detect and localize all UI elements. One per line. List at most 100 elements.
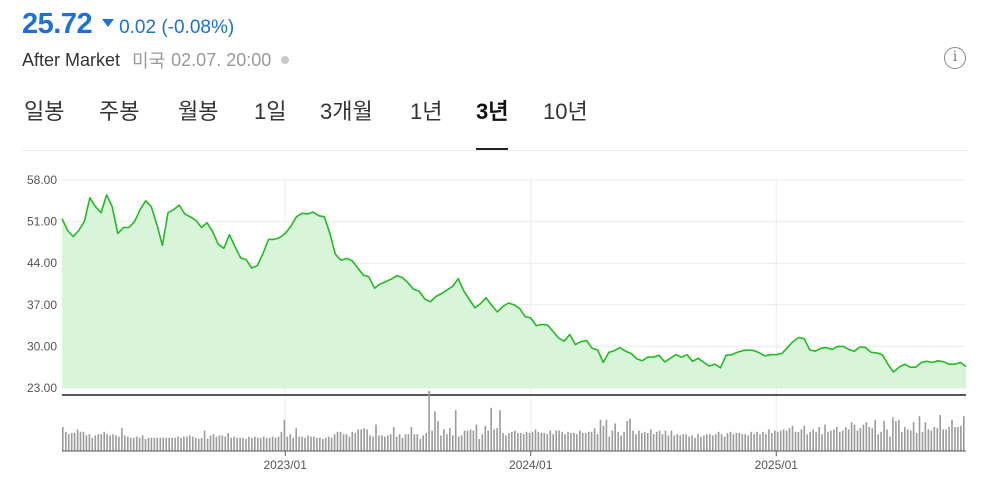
volume-bar [703,435,705,451]
price-chart[interactable]: 58.00 51.00 44.00 37.00 30.00 23.00 2023/01 202… [0,160,989,492]
volume-bar [697,434,699,451]
volume-bar [150,437,153,451]
volume-bar [785,430,788,451]
volume-bar [499,410,501,451]
volume-bar [271,436,274,451]
volume-bar [682,434,684,451]
volume-bar [73,433,76,451]
volume-bar [596,434,599,451]
volume-bar [847,429,850,451]
volume-bar [898,419,900,451]
volume-bar [404,434,407,451]
volume-bar [366,429,368,451]
volume-bar [756,431,758,451]
volume-bar [197,439,200,451]
volume-bar [936,428,939,451]
volume-bar [676,434,679,451]
volume-bar [493,429,495,451]
tab-monthly[interactable]: 월봉 [178,99,219,124]
volume-bar [65,431,67,451]
volume-bar [638,430,640,451]
volume-bar [620,435,622,451]
volume-bar [490,407,492,451]
volume-bar [407,434,410,451]
tab-10-years[interactable]: 10년 [543,99,588,124]
volume-bar [517,433,519,451]
volume-bar [348,436,351,451]
volume-bar [948,427,950,451]
volume-bar [401,437,404,451]
volume-bar [552,434,554,451]
volume-bar [180,437,182,451]
volume-bar [79,431,82,451]
volume-bar [555,430,557,451]
volume-bar [259,437,262,451]
volume-bar [186,436,188,451]
volume-bar [171,437,173,451]
volume-bar [918,416,921,451]
tab-1-year[interactable]: 1년 [410,99,443,124]
volume-bar [496,428,498,451]
volume-bar [138,437,141,451]
volume-bar [667,435,670,451]
volume-bar [156,437,159,451]
volume-bar [85,435,88,451]
volume-bar [782,429,785,451]
volume-bar [159,437,162,451]
volume-bar [889,436,891,451]
volume-bar [883,421,885,451]
tab-daily[interactable]: 일봉 [24,99,65,124]
volume-bar [121,428,123,451]
volume-bar [904,427,906,451]
volume-bar [440,435,442,451]
volume-bar [877,434,879,451]
volume-bar [584,433,587,451]
info-circle-icon[interactable]: i [944,47,966,69]
volume-bar [265,437,268,451]
current-price: 25.72 [22,8,93,40]
volume-bar [670,430,673,451]
volume-bar [525,431,528,451]
volume-bar [224,436,227,451]
volume-bar [330,437,333,451]
volume-bar [233,436,235,451]
volume-bar [602,425,605,451]
volume-bar [162,437,164,451]
volume-bar [206,439,209,451]
volume-bar [304,437,306,451]
tab-3-years[interactable]: 3년 [476,94,509,150]
volume-bar [534,429,537,451]
volume-bar [360,429,362,451]
volume-bar [694,437,696,451]
volume-bar [723,436,726,451]
tab-1-day[interactable]: 1일 [254,99,287,124]
volume-bar [933,427,936,451]
tab-weekly[interactable]: 주봉 [99,99,140,124]
market-status: After Market 미국 02.07. 20:00 [22,47,290,73]
volume-bar [765,434,767,451]
volume-bar [599,419,602,451]
volume-bar [431,430,433,451]
volume-bar [960,425,962,451]
volume-bar [587,431,590,451]
volume-bar [954,427,956,451]
volume-bar [375,424,377,451]
volume-bar [189,435,191,451]
volume-bar [336,431,339,451]
volume-bar [685,434,687,451]
volume-bar [644,431,646,451]
volume-bar [502,433,504,451]
volume-bar [230,437,232,451]
volume-bar [779,430,782,451]
volume-bar [930,430,933,451]
volume-bar [88,434,91,451]
market-timestamp: 02.07. 20:00 [171,49,272,70]
volume-bar [428,391,430,451]
volume-bar [691,435,693,451]
volume-bar [531,431,534,451]
volume-bar [871,428,874,451]
volume-bar [194,437,197,451]
volume-bar [307,435,309,451]
volume-bar [132,437,135,451]
tab-3-months[interactable]: 3개월 [320,99,373,124]
